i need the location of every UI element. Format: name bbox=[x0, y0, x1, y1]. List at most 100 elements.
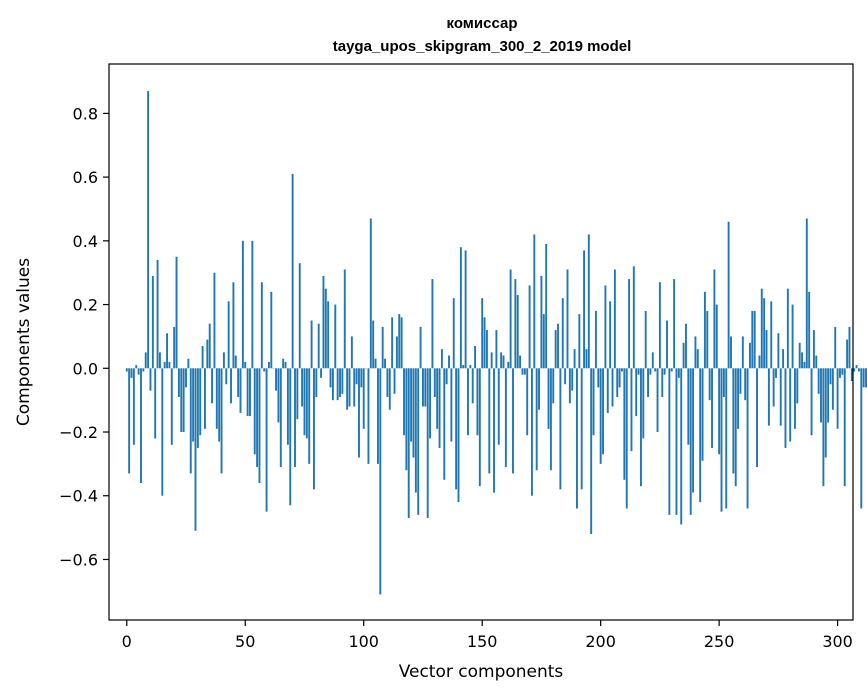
bar-303 bbox=[843, 368, 846, 487]
bar-16 bbox=[163, 361, 166, 369]
bar-39 bbox=[218, 368, 221, 442]
bar-188 bbox=[571, 368, 574, 391]
bar-108 bbox=[381, 326, 384, 369]
bar-80 bbox=[315, 368, 318, 397]
bar-28 bbox=[192, 368, 195, 442]
bar-32 bbox=[201, 345, 204, 369]
bar-272 bbox=[770, 301, 773, 369]
bar-54 bbox=[253, 368, 256, 455]
bar-109 bbox=[384, 358, 386, 369]
y-axis-ticks: −0.6 −0.4 −0.2 0.0 0.2 0.4 0.6 0.8 bbox=[59, 104, 109, 569]
bar-100 bbox=[362, 368, 365, 429]
bar-10 bbox=[149, 368, 152, 391]
bar-215 bbox=[635, 368, 638, 417]
bar-37 bbox=[213, 272, 216, 369]
bar-35 bbox=[208, 323, 211, 369]
bar-41 bbox=[222, 352, 225, 369]
bar-220 bbox=[647, 368, 649, 397]
bar-120 bbox=[410, 368, 413, 442]
bar-221 bbox=[649, 368, 652, 375]
bar-50 bbox=[244, 361, 247, 369]
bar-86 bbox=[329, 368, 332, 388]
bar-238 bbox=[689, 368, 692, 515]
bar-98 bbox=[358, 368, 360, 458]
bar-61 bbox=[270, 291, 273, 369]
bar-305 bbox=[848, 326, 851, 369]
bar-76 bbox=[305, 368, 308, 439]
bar-131 bbox=[436, 368, 439, 429]
bar-166 bbox=[519, 355, 522, 369]
bar-224 bbox=[656, 368, 659, 433]
bar-2 bbox=[130, 368, 133, 378]
bar-135 bbox=[445, 368, 448, 385]
bar-4 bbox=[135, 365, 138, 369]
bar-110 bbox=[386, 368, 389, 397]
bar-77 bbox=[308, 368, 311, 464]
bar-222 bbox=[651, 352, 654, 369]
bar-258 bbox=[737, 368, 740, 429]
bar-167 bbox=[521, 368, 524, 375]
bar-139 bbox=[455, 368, 458, 490]
bar-217 bbox=[639, 368, 642, 487]
bar-46 bbox=[234, 355, 237, 369]
bar-189 bbox=[573, 349, 576, 369]
bar-122 bbox=[414, 368, 417, 493]
bar-181 bbox=[554, 330, 557, 369]
x-tick-label: 50 bbox=[235, 632, 255, 651]
bar-15 bbox=[161, 368, 164, 496]
x-tick-label: 300 bbox=[822, 632, 853, 651]
bar-141 bbox=[459, 247, 462, 369]
bar-154 bbox=[490, 352, 493, 369]
bar-226 bbox=[661, 368, 664, 397]
bar-252 bbox=[722, 368, 725, 397]
bar-129 bbox=[431, 279, 434, 369]
bar-309 bbox=[857, 368, 860, 372]
bar-125 bbox=[422, 368, 424, 407]
bar-275 bbox=[777, 333, 780, 369]
bar-227 bbox=[663, 368, 666, 375]
bar-72 bbox=[296, 368, 299, 420]
bar-211 bbox=[625, 368, 628, 509]
bar-259 bbox=[739, 368, 742, 394]
bar-153 bbox=[488, 368, 491, 474]
bar-264 bbox=[751, 310, 754, 369]
bar-57 bbox=[260, 282, 263, 369]
bar-14 bbox=[158, 352, 161, 369]
bar-231 bbox=[673, 279, 676, 369]
bar-21 bbox=[175, 256, 178, 369]
bar-148 bbox=[476, 368, 479, 436]
y-tick-label: −0.2 bbox=[59, 423, 98, 442]
bar-201 bbox=[602, 368, 604, 455]
bar-219 bbox=[644, 310, 647, 369]
bar-20 bbox=[173, 326, 176, 369]
bar-174 bbox=[538, 368, 540, 410]
x-tick-label: 250 bbox=[704, 632, 735, 651]
bar-47 bbox=[237, 368, 240, 397]
bar-71 bbox=[294, 368, 296, 468]
bar-253 bbox=[725, 368, 728, 509]
bar-296 bbox=[827, 368, 830, 423]
bar-277 bbox=[782, 349, 785, 369]
bar-161 bbox=[507, 361, 510, 369]
bar-78 bbox=[310, 320, 313, 369]
bar-269 bbox=[763, 298, 766, 369]
bar-168 bbox=[523, 368, 526, 375]
x-tick-label: 100 bbox=[348, 632, 379, 651]
bar-292 bbox=[817, 368, 820, 394]
bar-218 bbox=[642, 368, 645, 439]
bar-282 bbox=[794, 368, 796, 429]
bar-284 bbox=[798, 342, 801, 369]
x-tick-label: 150 bbox=[467, 632, 498, 651]
bar-306 bbox=[850, 368, 853, 382]
y-tick-label: 0.4 bbox=[73, 232, 98, 251]
bar-225 bbox=[658, 282, 661, 369]
bar-157 bbox=[497, 368, 500, 445]
bar-246 bbox=[708, 368, 711, 401]
bar-278 bbox=[784, 368, 787, 448]
bar-241 bbox=[696, 349, 699, 369]
bar-79 bbox=[313, 368, 315, 490]
bar-18 bbox=[168, 361, 171, 369]
bar-83 bbox=[322, 275, 325, 369]
bar-169 bbox=[526, 368, 529, 436]
y-tick-label: −0.4 bbox=[59, 487, 98, 506]
